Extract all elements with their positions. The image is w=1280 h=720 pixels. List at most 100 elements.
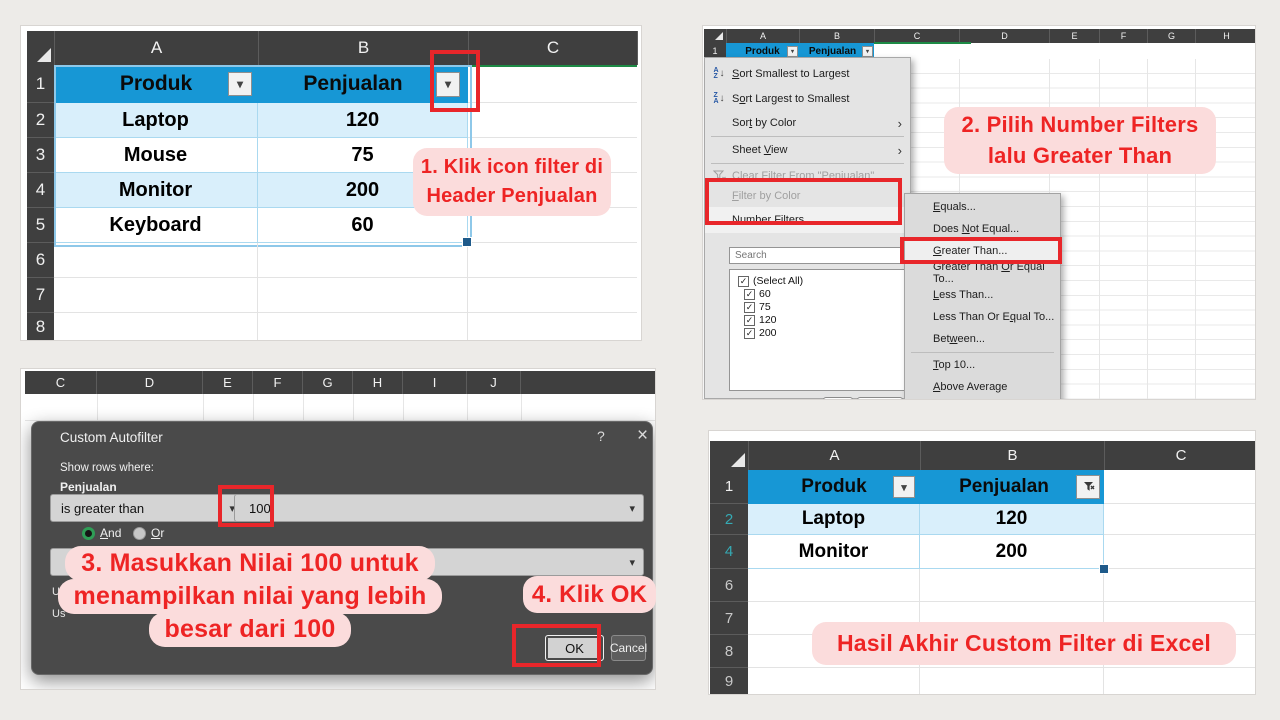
column-header-a[interactable]: A xyxy=(55,31,259,65)
column-header[interactable]: D xyxy=(960,29,1050,43)
cell-b5[interactable]: 60 xyxy=(258,208,468,243)
column-header-a[interactable]: A xyxy=(749,441,921,470)
submenu-item-greater-than[interactable]: Greater Than... xyxy=(905,240,1060,262)
cell-c1[interactable] xyxy=(1104,470,1255,504)
cell-200[interactable]: 200 xyxy=(920,535,1104,569)
empty-cell[interactable] xyxy=(258,313,468,340)
checkbox-checked[interactable]: ✓ xyxy=(744,288,755,300)
row-number[interactable]: 9 xyxy=(710,668,748,694)
empty-cell[interactable] xyxy=(1104,668,1255,694)
empty-cell[interactable] xyxy=(258,243,468,278)
submenu-item-above-average[interactable]: Above Average xyxy=(933,381,1008,393)
row-number-filtered[interactable]: 2 xyxy=(710,504,748,535)
column-header-c[interactable]: C xyxy=(1105,441,1255,470)
column-header[interactable]: D xyxy=(97,371,203,394)
cell-monitor[interactable]: Monitor xyxy=(748,535,920,569)
penjualan-filter-button[interactable]: ▾ xyxy=(436,71,460,97)
column-header[interactable]: I xyxy=(403,371,467,394)
filter-value-item[interactable]: ✓ 60 xyxy=(744,288,771,300)
cell-laptop[interactable]: Laptop xyxy=(748,504,920,535)
row-number[interactable]: 1 xyxy=(27,65,54,103)
column-header[interactable]: C xyxy=(25,371,97,394)
empty-cell[interactable] xyxy=(1104,504,1255,535)
cell-penjualan-header[interactable]: Penjualan ▾ xyxy=(258,65,468,103)
menu-item-sort-largest-to-smallest[interactable]: Z A ↓ Sort Largest to Smallest xyxy=(705,86,910,111)
column-header-b[interactable]: B xyxy=(921,441,1105,470)
row-number[interactable]: 7 xyxy=(27,278,54,313)
empty-cell[interactable] xyxy=(54,278,258,313)
empty-cell[interactable] xyxy=(468,243,637,278)
cell-c5[interactable] xyxy=(468,208,637,243)
empty-cell[interactable] xyxy=(920,569,1104,602)
column-header[interactable]: C xyxy=(875,29,960,43)
menu-item-sort-by-color[interactable]: Sort by Color › xyxy=(732,115,902,131)
empty-cell[interactable] xyxy=(1104,535,1255,569)
value-input[interactable] xyxy=(235,500,349,516)
menu-item-number-filters[interactable]: Number Filters › xyxy=(705,207,910,233)
checkbox-checked[interactable]: ✓ xyxy=(738,275,749,287)
submenu-item-does-not-equal[interactable]: Does Not Equal... xyxy=(933,223,1020,235)
cell-produk-header[interactable]: Produk ▾ xyxy=(748,470,920,504)
column-header[interactable]: H xyxy=(1196,29,1255,43)
column-header[interactable]: J xyxy=(467,371,521,394)
row-number[interactable]: 5 xyxy=(27,208,54,243)
selection-fill-handle[interactable] xyxy=(1099,564,1109,574)
cell-produk-header[interactable]: Produk ▾ xyxy=(54,65,258,103)
row-number[interactable]: 1 xyxy=(710,470,748,504)
column-header[interactable]: E xyxy=(203,371,253,394)
submenu-item-greater-than-or-equal[interactable]: Greater Than Or Equal To... xyxy=(933,261,1045,285)
column-header-c[interactable]: C xyxy=(469,31,638,65)
row-number[interactable]: 7 xyxy=(710,602,748,635)
empty-cell[interactable] xyxy=(920,668,1104,694)
menu-item-sheet-view[interactable]: Sheet View › xyxy=(732,142,902,158)
cell-c1[interactable] xyxy=(468,65,637,103)
submenu-item-less-than-or-equal[interactable]: Less Than Or Equal To... xyxy=(933,311,1055,323)
penjualan-filtered-button[interactable] xyxy=(1076,475,1100,499)
cell-a2[interactable]: Laptop xyxy=(54,103,258,138)
checkbox-checked[interactable]: ✓ xyxy=(744,301,755,313)
menu-ok-button[interactable]: OK xyxy=(823,397,853,399)
produk-filter-button[interactable]: ▾ xyxy=(893,476,915,498)
submenu-item-equals[interactable]: Equals... xyxy=(933,201,976,213)
cell-produk-header[interactable]: Produk ▾ xyxy=(726,43,799,59)
row-number[interactable]: 2 xyxy=(27,103,54,138)
menu-cancel-button[interactable]: Cancel xyxy=(857,397,903,399)
empty-cell[interactable] xyxy=(468,278,637,313)
row-number[interactable]: 6 xyxy=(27,243,54,278)
and-radio-label[interactable]: And xyxy=(100,526,122,540)
select-all-corner[interactable] xyxy=(704,29,727,43)
empty-cell[interactable] xyxy=(748,668,920,694)
row-number[interactable]: 8 xyxy=(27,313,54,340)
empty-cell[interactable] xyxy=(54,243,258,278)
submenu-item-between[interactable]: Between... xyxy=(933,333,985,345)
cell-c2[interactable] xyxy=(468,103,637,138)
submenu-item-less-than[interactable]: Less Than... xyxy=(933,289,994,301)
cancel-button[interactable]: Cancel xyxy=(610,635,647,661)
dialog-help-button[interactable]: ? xyxy=(597,428,605,444)
operator-dropdown[interactable]: is greater than ▾ xyxy=(50,494,244,522)
column-header[interactable]: G xyxy=(303,371,353,394)
column-header[interactable]: H xyxy=(353,371,403,394)
column-header[interactable]: A xyxy=(727,29,800,43)
dialog-close-button[interactable]: × xyxy=(637,425,649,446)
submenu-item-top-10[interactable]: Top 10... xyxy=(933,359,976,371)
produk-filter-button[interactable]: ▾ xyxy=(787,45,798,57)
row-number[interactable]: 6 xyxy=(710,569,748,602)
checkbox-checked[interactable]: ✓ xyxy=(744,314,755,326)
penjualan-filter-button[interactable]: ▾ xyxy=(862,45,873,57)
column-header[interactable]: F xyxy=(253,371,303,394)
or-radio-label[interactable]: Or xyxy=(151,526,165,540)
checkbox-checked[interactable]: ✓ xyxy=(744,327,755,339)
empty-cell[interactable] xyxy=(54,313,258,340)
cell-penjualan-header[interactable]: Penjualan xyxy=(920,470,1104,504)
produk-filter-button[interactable]: ▾ xyxy=(228,72,252,96)
cell-120[interactable]: 120 xyxy=(920,504,1104,535)
row-number[interactable]: 3 xyxy=(27,138,54,173)
cell-penjualan-header[interactable]: Penjualan ▾ xyxy=(799,43,874,59)
menu-item-sort-smallest-to-largest[interactable]: A Z ↓ Sort Smallest to Largest xyxy=(705,61,910,86)
column-header-b[interactable]: B xyxy=(259,31,469,65)
filter-value-item[interactable]: ✓ 200 xyxy=(744,327,777,339)
empty-cell[interactable] xyxy=(258,278,468,313)
row-number[interactable]: 8 xyxy=(710,635,748,668)
column-header[interactable]: B xyxy=(800,29,875,43)
